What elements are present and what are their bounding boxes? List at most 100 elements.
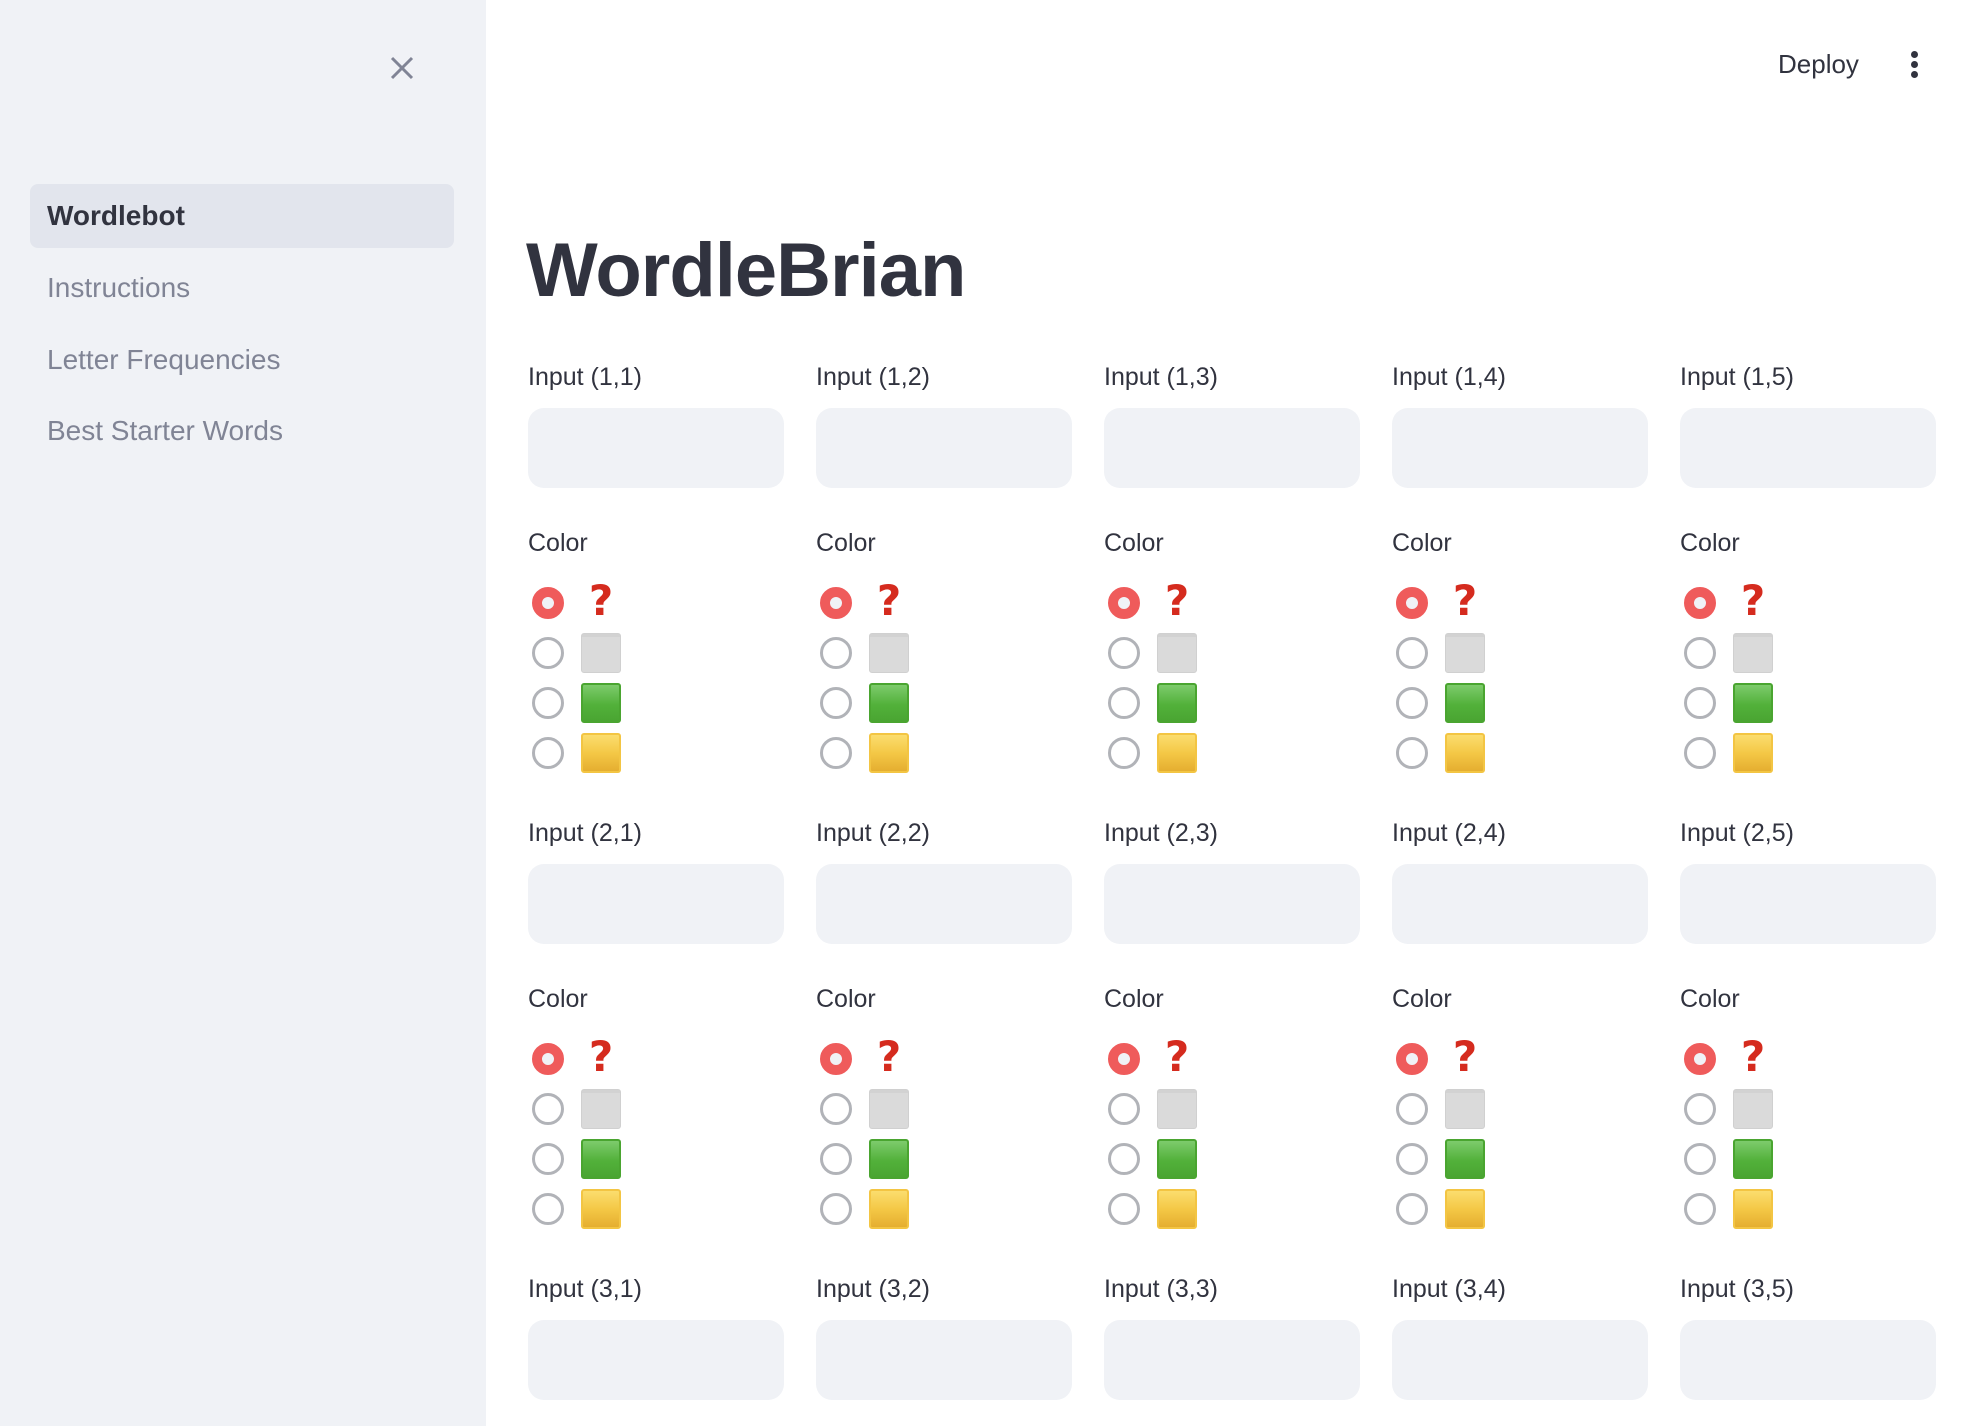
radio-button[interactable] bbox=[532, 587, 564, 619]
radio-button[interactable] bbox=[820, 587, 852, 619]
letter-input-3-1[interactable] bbox=[528, 1320, 784, 1400]
radio-button[interactable] bbox=[1684, 587, 1716, 619]
radio-button[interactable] bbox=[1108, 737, 1140, 769]
color-option-yellow-square[interactable] bbox=[820, 1189, 940, 1229]
sidebar-item-instructions[interactable]: Instructions bbox=[47, 272, 191, 303]
close-sidebar-button[interactable] bbox=[386, 52, 418, 84]
radio-button[interactable] bbox=[1108, 1043, 1140, 1075]
color-option-green-square[interactable] bbox=[532, 683, 652, 723]
letter-input-3-2[interactable] bbox=[816, 1320, 1072, 1400]
radio-button[interactable] bbox=[532, 1193, 564, 1225]
letter-input-1-4[interactable] bbox=[1392, 408, 1648, 488]
letter-input-2-4[interactable] bbox=[1392, 864, 1648, 944]
letter-input-2-1[interactable] bbox=[528, 864, 784, 944]
radio-button[interactable] bbox=[820, 1043, 852, 1075]
color-option-question-mark[interactable]: ? bbox=[532, 577, 652, 625]
color-option-question-mark[interactable]: ? bbox=[1108, 1033, 1228, 1081]
letter-input-3-5[interactable] bbox=[1680, 1320, 1936, 1400]
color-option-question-mark[interactable]: ? bbox=[1108, 577, 1228, 625]
color-option-question-mark[interactable]: ? bbox=[1684, 1033, 1804, 1081]
color-option-green-square[interactable] bbox=[1396, 683, 1516, 723]
color-option-green-square[interactable] bbox=[1108, 683, 1228, 723]
letter-input-2-3[interactable] bbox=[1104, 864, 1360, 944]
color-option-gray-square[interactable] bbox=[532, 633, 652, 673]
color-option-green-square[interactable] bbox=[1684, 1139, 1804, 1179]
color-option-green-square[interactable] bbox=[1108, 1139, 1228, 1179]
radio-button[interactable] bbox=[1108, 1143, 1140, 1175]
letter-input-3-3[interactable] bbox=[1104, 1320, 1360, 1400]
color-option-green-square[interactable] bbox=[532, 1139, 652, 1179]
color-option-yellow-square[interactable] bbox=[532, 1189, 652, 1229]
color-option-yellow-square[interactable] bbox=[1396, 1189, 1516, 1229]
radio-button[interactable] bbox=[1396, 1093, 1428, 1125]
radio-button[interactable] bbox=[1108, 687, 1140, 719]
radio-button[interactable] bbox=[820, 1193, 852, 1225]
color-option-yellow-square[interactable] bbox=[1108, 1189, 1228, 1229]
radio-button[interactable] bbox=[820, 687, 852, 719]
radio-button[interactable] bbox=[532, 687, 564, 719]
color-option-question-mark[interactable]: ? bbox=[1396, 1033, 1516, 1081]
letter-input-2-2[interactable] bbox=[816, 864, 1072, 944]
color-option-gray-square[interactable] bbox=[1684, 633, 1804, 673]
radio-button[interactable] bbox=[532, 1143, 564, 1175]
color-option-gray-square[interactable] bbox=[820, 1089, 940, 1129]
radio-button[interactable] bbox=[1108, 1193, 1140, 1225]
color-option-question-mark[interactable]: ? bbox=[1684, 577, 1804, 625]
radio-button[interactable] bbox=[1684, 1193, 1716, 1225]
color-option-yellow-square[interactable] bbox=[1684, 733, 1804, 773]
color-option-yellow-square[interactable] bbox=[1108, 733, 1228, 773]
radio-button[interactable] bbox=[1396, 1143, 1428, 1175]
radio-button[interactable] bbox=[1684, 1093, 1716, 1125]
radio-button[interactable] bbox=[532, 737, 564, 769]
radio-button[interactable] bbox=[532, 1093, 564, 1125]
color-option-gray-square[interactable] bbox=[820, 633, 940, 673]
radio-button[interactable] bbox=[1684, 687, 1716, 719]
radio-button[interactable] bbox=[1684, 737, 1716, 769]
color-option-gray-square[interactable] bbox=[1684, 1089, 1804, 1129]
radio-button[interactable] bbox=[1684, 637, 1716, 669]
letter-input-1-5[interactable] bbox=[1680, 408, 1936, 488]
color-option-gray-square[interactable] bbox=[1108, 633, 1228, 673]
radio-button[interactable] bbox=[1684, 1143, 1716, 1175]
sidebar-item-wordlebot[interactable]: Wordlebot bbox=[30, 184, 454, 248]
color-option-question-mark[interactable]: ? bbox=[820, 577, 940, 625]
radio-button[interactable] bbox=[532, 1043, 564, 1075]
color-option-green-square[interactable] bbox=[820, 1139, 940, 1179]
color-option-yellow-square[interactable] bbox=[1684, 1189, 1804, 1229]
sidebar-item-letter-frequencies[interactable]: Letter Frequencies bbox=[47, 344, 281, 375]
letter-input-1-2[interactable] bbox=[816, 408, 1072, 488]
letter-input-3-4[interactable] bbox=[1392, 1320, 1648, 1400]
radio-button[interactable] bbox=[1396, 687, 1428, 719]
color-option-green-square[interactable] bbox=[1396, 1139, 1516, 1179]
color-option-gray-square[interactable] bbox=[1396, 633, 1516, 673]
radio-button[interactable] bbox=[1396, 637, 1428, 669]
main-menu-button[interactable] bbox=[1898, 44, 1930, 84]
color-option-yellow-square[interactable] bbox=[820, 733, 940, 773]
color-option-green-square[interactable] bbox=[820, 683, 940, 723]
color-option-green-square[interactable] bbox=[1684, 683, 1804, 723]
radio-button[interactable] bbox=[1684, 1043, 1716, 1075]
color-option-question-mark[interactable]: ? bbox=[1396, 577, 1516, 625]
radio-button[interactable] bbox=[1108, 1093, 1140, 1125]
radio-button[interactable] bbox=[1396, 1043, 1428, 1075]
radio-button[interactable] bbox=[1108, 587, 1140, 619]
radio-button[interactable] bbox=[1396, 587, 1428, 619]
color-option-yellow-square[interactable] bbox=[1396, 733, 1516, 773]
radio-button[interactable] bbox=[820, 737, 852, 769]
color-option-gray-square[interactable] bbox=[532, 1089, 652, 1129]
color-option-gray-square[interactable] bbox=[1108, 1089, 1228, 1129]
radio-button[interactable] bbox=[532, 637, 564, 669]
deploy-button[interactable]: Deploy bbox=[1778, 49, 1859, 79]
color-option-question-mark[interactable]: ? bbox=[532, 1033, 652, 1081]
color-option-question-mark[interactable]: ? bbox=[820, 1033, 940, 1081]
radio-button[interactable] bbox=[820, 1093, 852, 1125]
radio-button[interactable] bbox=[1108, 637, 1140, 669]
radio-button[interactable] bbox=[1396, 1193, 1428, 1225]
color-option-yellow-square[interactable] bbox=[532, 733, 652, 773]
letter-input-1-3[interactable] bbox=[1104, 408, 1360, 488]
radio-button[interactable] bbox=[1396, 737, 1428, 769]
letter-input-2-5[interactable] bbox=[1680, 864, 1936, 944]
radio-button[interactable] bbox=[820, 1143, 852, 1175]
letter-input-1-1[interactable] bbox=[528, 408, 784, 488]
sidebar-item-best-starter-words[interactable]: Best Starter Words bbox=[47, 415, 284, 446]
